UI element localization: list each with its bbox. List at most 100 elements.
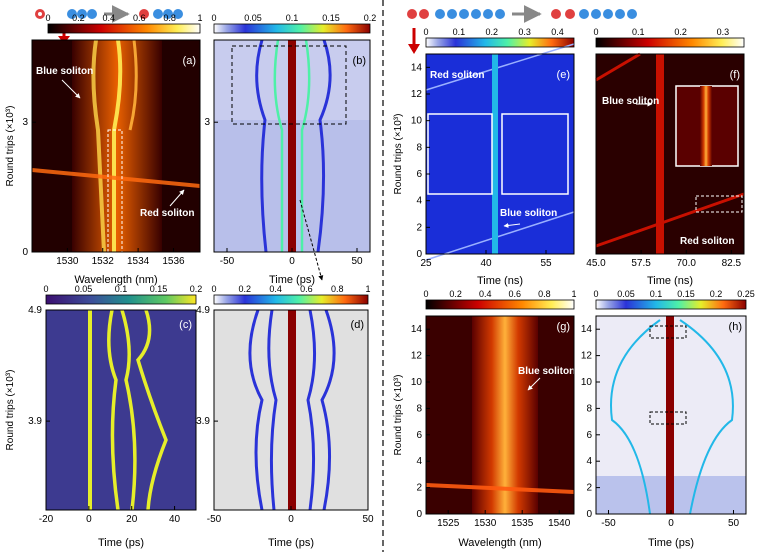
y-tick-label: 8 bbox=[416, 142, 422, 153]
colorbar bbox=[214, 295, 368, 304]
colorbar-tick-label: 0.05 bbox=[617, 289, 635, 299]
x-tick-label: 40 bbox=[169, 514, 181, 525]
soliton-trace bbox=[136, 309, 168, 511]
colorbar-frame bbox=[45, 294, 197, 305]
colorbar-tick-label: 0 bbox=[423, 27, 428, 37]
colorbar-frame bbox=[425, 37, 575, 48]
red-soliton-trace bbox=[31, 168, 201, 188]
colorbar-tick-label: 0 bbox=[211, 13, 216, 23]
colorbar-tick-label: 0.1 bbox=[453, 27, 466, 37]
annotation-blue-soliton: Blue soliton bbox=[500, 208, 557, 219]
colorbar-tick-label: 0.2 bbox=[449, 289, 462, 299]
x-tick-label: 20 bbox=[126, 514, 138, 525]
panel-d: (d) bbox=[214, 295, 368, 511]
annotation-blue-soliton: Blue soliton bbox=[518, 366, 575, 377]
colorbar-frame bbox=[595, 299, 747, 310]
soliton-trace bbox=[273, 39, 284, 252]
panel-b: (b) bbox=[214, 24, 370, 281]
colorbar-tick-label: 0.8 bbox=[331, 284, 344, 294]
central-trace bbox=[492, 54, 498, 254]
colorbar-tick-label: 0.4 bbox=[269, 284, 282, 294]
y-tick-label: 6 bbox=[586, 430, 592, 441]
x-axis-label: Time (ns) bbox=[477, 275, 523, 287]
x-tick-label: 1530 bbox=[474, 518, 497, 529]
colorbar bbox=[596, 38, 744, 47]
spectrum-band bbox=[72, 40, 162, 252]
y-tick-label: 12 bbox=[581, 351, 593, 362]
colorbar-tick-label: 0.05 bbox=[75, 284, 93, 294]
x-tick-label: 50 bbox=[728, 518, 740, 529]
y-tick-label: 10 bbox=[411, 116, 423, 127]
x-axis-label: Time (ps) bbox=[648, 537, 694, 549]
x-tick-label: 1530 bbox=[56, 256, 79, 267]
red-soliton-trace bbox=[425, 483, 575, 494]
colorbar-frame bbox=[425, 299, 575, 310]
soliton-trace bbox=[255, 39, 268, 253]
colorbar-tick-label: 0.6 bbox=[509, 289, 522, 299]
panel-label: (b) bbox=[353, 55, 366, 67]
soliton-trace bbox=[88, 310, 92, 510]
red-soliton-trace bbox=[425, 43, 575, 91]
y-tick-label: 12 bbox=[411, 351, 423, 362]
y-axis-label: Round trips (×10³) bbox=[5, 370, 16, 451]
colorbar-tick-label: 0.8 bbox=[538, 289, 551, 299]
colorbar-tick-label: 0.2 bbox=[239, 284, 252, 294]
soliton-trace bbox=[248, 309, 264, 511]
annotation-red-soliton: Red soliton bbox=[140, 208, 194, 219]
zoom-box bbox=[649, 411, 687, 425]
y-tick-label: 2 bbox=[416, 483, 422, 494]
y-tick-label: 2 bbox=[416, 222, 422, 233]
annotation-red-soliton: Red soliton bbox=[430, 70, 484, 81]
y-tick-label: 6 bbox=[416, 430, 422, 441]
x-tick-label: 1535 bbox=[511, 518, 534, 529]
plot-frame bbox=[31, 39, 201, 253]
y-tick-label: 0 bbox=[416, 249, 422, 260]
colorbar-tick-label: 0.15 bbox=[322, 13, 340, 23]
colorbar-tick-label: 0.1 bbox=[632, 27, 645, 37]
x-tick-label: 1525 bbox=[437, 518, 460, 529]
central-trace bbox=[288, 310, 296, 510]
panel-label: (d) bbox=[351, 319, 364, 331]
plot-frame bbox=[425, 53, 575, 255]
panel-c: (c) bbox=[46, 295, 196, 511]
arrow-icon bbox=[503, 222, 521, 228]
x-tick-label: 70.0 bbox=[677, 258, 697, 269]
colorbar-tick-label: 0.1 bbox=[115, 284, 128, 294]
x-tick-label: 57.5 bbox=[631, 258, 651, 269]
colorbar-frame bbox=[47, 23, 201, 34]
colorbar-tick-label: 0.2 bbox=[364, 13, 377, 23]
y-tick-label: 0 bbox=[22, 247, 28, 258]
x-axis-label: Time (ps) bbox=[268, 537, 314, 549]
plot-frame bbox=[595, 53, 745, 255]
colorbar bbox=[48, 24, 200, 33]
y-tick-label: 10 bbox=[581, 377, 593, 388]
colorbar-tick-label: 0.25 bbox=[737, 289, 755, 299]
y-axis-label: Round trips (×10³) bbox=[5, 106, 16, 187]
soliton-trace bbox=[120, 309, 137, 511]
y-tick-label: 3 bbox=[22, 117, 28, 128]
colorbar-frame bbox=[213, 23, 371, 34]
central-trace bbox=[666, 316, 674, 514]
zoom-arrow bbox=[299, 199, 324, 281]
colorbar-tick-label: 0.05 bbox=[244, 13, 262, 23]
inset-trace bbox=[700, 86, 712, 166]
x-tick-label: 0 bbox=[668, 518, 674, 529]
colorbar-tick-label: 1 bbox=[197, 13, 202, 23]
spectrum-fringe bbox=[112, 39, 123, 252]
soliton-trace bbox=[300, 39, 311, 252]
x-tick-label: 1540 bbox=[548, 518, 571, 529]
colorbar-tick-label: 0 bbox=[593, 289, 598, 299]
colorbar-tick-label: 0.2 bbox=[190, 284, 203, 294]
colorbar-tick-label: 0 bbox=[45, 13, 50, 23]
spectrum-fringe bbox=[128, 39, 138, 131]
plot-frame bbox=[45, 309, 197, 511]
colorbar-tick-label: 0 bbox=[423, 289, 428, 299]
colorbar-tick-label: 0 bbox=[593, 27, 598, 37]
x-axis-label: Time (ns) bbox=[647, 275, 693, 287]
colorbar-tick-label: 0.4 bbox=[103, 13, 116, 23]
arrow-icon bbox=[527, 377, 541, 391]
panel-label: (f) bbox=[730, 69, 740, 81]
central-trace bbox=[656, 54, 664, 254]
colorbar-tick-label: 0.6 bbox=[133, 13, 146, 23]
x-axis-label: Wavelength (nm) bbox=[74, 274, 157, 286]
